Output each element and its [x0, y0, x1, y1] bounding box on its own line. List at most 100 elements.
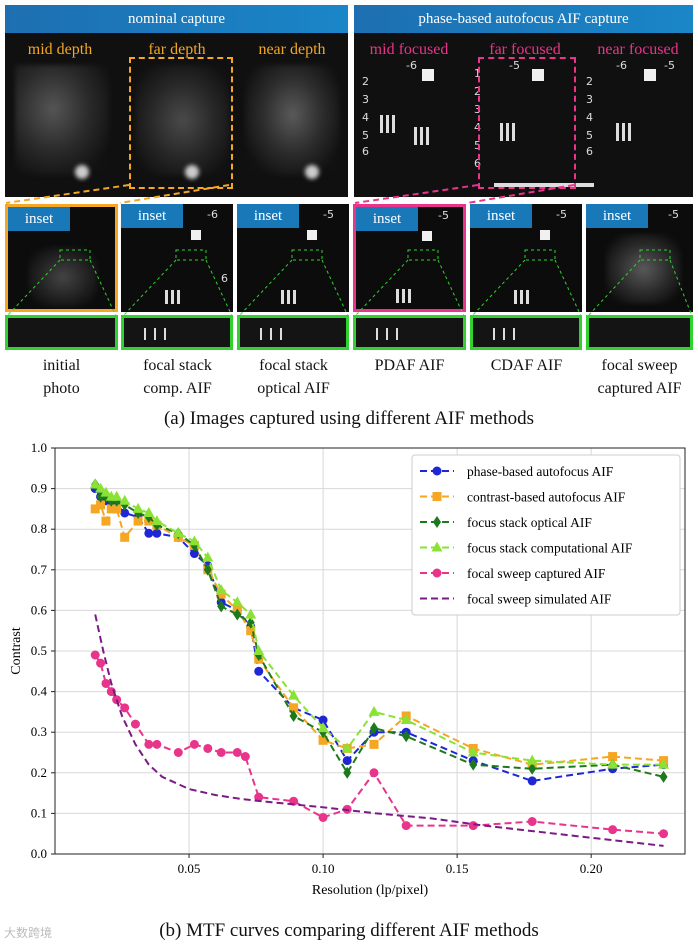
inset-caption-cdaf: CDAF AIF [469, 354, 584, 377]
target-bar [408, 289, 411, 303]
data-point [112, 504, 122, 514]
target-bar [144, 328, 146, 340]
bright-spot [75, 165, 89, 179]
data-point [119, 494, 131, 505]
target-square [532, 69, 544, 81]
inset-focal-stack-optical: inset -5 [237, 204, 349, 312]
y-tick-label: 0.8 [31, 521, 47, 536]
y-tick-label: 0.9 [31, 481, 47, 496]
inset-caption-focal-stack-optical: focal stack optical AIF [236, 354, 351, 400]
bright-spot [305, 165, 319, 179]
data-point [133, 516, 143, 526]
target-number: 2 [362, 75, 369, 88]
target-number: 2 [474, 85, 481, 98]
target-number: 6 [362, 145, 369, 158]
y-tick-label: 0.6 [31, 602, 48, 617]
target-square [422, 69, 434, 81]
data-point [402, 730, 411, 743]
focus-label-mid: mid focused [369, 41, 449, 58]
inset-caption-focal-stack-comp: focal stack comp. AIF [120, 354, 235, 400]
caption-line: photo [43, 380, 80, 397]
data-point [341, 742, 353, 753]
target-bar [420, 127, 423, 145]
data-point [188, 535, 200, 546]
series-line [94, 614, 664, 847]
target-number: 5 [474, 139, 481, 152]
target-square [540, 230, 550, 240]
target-bar [426, 127, 429, 145]
connector-line-magenta [354, 184, 479, 204]
legend-marker [432, 568, 442, 578]
data-point [289, 703, 299, 713]
data-point [608, 825, 618, 835]
target-bar [514, 290, 517, 304]
zoom-strip [353, 315, 466, 350]
legend-marker [431, 541, 443, 552]
caption-line: optical AIF [257, 380, 330, 397]
focus-label-far: far focused [489, 41, 561, 58]
data-point [370, 722, 379, 735]
legend-label: contrast-based autofocus AIF [467, 490, 626, 505]
data-point [215, 584, 227, 595]
data-point [152, 528, 162, 538]
target-square [307, 230, 317, 240]
target-bar [386, 115, 389, 133]
legend-label: focal sweep captured AIF [467, 566, 606, 581]
connector-line-magenta [466, 184, 575, 204]
blurred-target [606, 234, 681, 304]
inset-focal-sweep: inset -5 [586, 204, 693, 312]
y-tick-label: 0.0 [31, 846, 47, 861]
caption-line: focal sweep [601, 357, 678, 374]
nominal-capture-panel: nominal capture mid depth far depth near… [5, 5, 348, 197]
data-point [368, 705, 380, 716]
caption-line: focal stack [143, 357, 212, 374]
depth-label-mid: mid depth [27, 41, 93, 58]
data-point [369, 739, 379, 749]
data-point [151, 515, 163, 526]
x-tick-label: 0.05 [178, 861, 201, 876]
caption-line: captured AIF [597, 380, 682, 397]
data-point [203, 743, 213, 753]
target-number: -5 [664, 59, 675, 72]
inset-cdaf: inset -5 [470, 204, 582, 312]
target-bar [503, 328, 505, 340]
data-point [96, 658, 106, 668]
target-number: 2 [586, 75, 593, 88]
y-tick-label: 0.5 [31, 643, 47, 658]
data-point [401, 821, 411, 831]
data-point [342, 756, 352, 766]
target-number: 4 [362, 111, 369, 124]
bright-spot [185, 165, 199, 179]
target-number: -5 [509, 59, 520, 72]
data-point [318, 715, 328, 725]
data-point [659, 829, 669, 839]
legend-label: focus stack optical AIF [467, 515, 592, 530]
data-point [101, 516, 111, 526]
target-bar [628, 123, 631, 141]
target-bar [164, 328, 166, 340]
legend-marker [432, 492, 442, 501]
inset-caption-focal-sweep: focal sweep captured AIF [582, 354, 697, 400]
x-tick-label: 0.10 [312, 861, 335, 876]
inset-tag: inset [356, 207, 418, 231]
inset-pdaf: inset -5 [353, 204, 466, 312]
depth-label-far: far depth [148, 41, 206, 58]
chart-ticks: 0.0 0.1 0.2 0.3 0.4 0.5 0.6 0.7 0.8 0.9 1.0 0.05 0.1… [31, 440, 603, 876]
inset-zoom-guides [6, 249, 693, 317]
data-point [216, 748, 226, 757]
data-point [189, 739, 199, 749]
data-point [143, 506, 155, 517]
data-point [467, 746, 479, 757]
target-number: 6 [586, 145, 593, 158]
data-point [526, 754, 538, 765]
target-number: 3 [474, 103, 481, 116]
y-axis-label: Contrast [9, 627, 24, 675]
data-point [202, 551, 214, 562]
data-point [120, 508, 130, 518]
focus-label-near: near focused [597, 41, 679, 58]
target-square [644, 69, 656, 81]
target-number: 5 [586, 129, 593, 142]
blurred-target-center [135, 65, 230, 175]
inset-caption-initial: initial photo [4, 354, 119, 400]
target-bar [622, 123, 625, 141]
